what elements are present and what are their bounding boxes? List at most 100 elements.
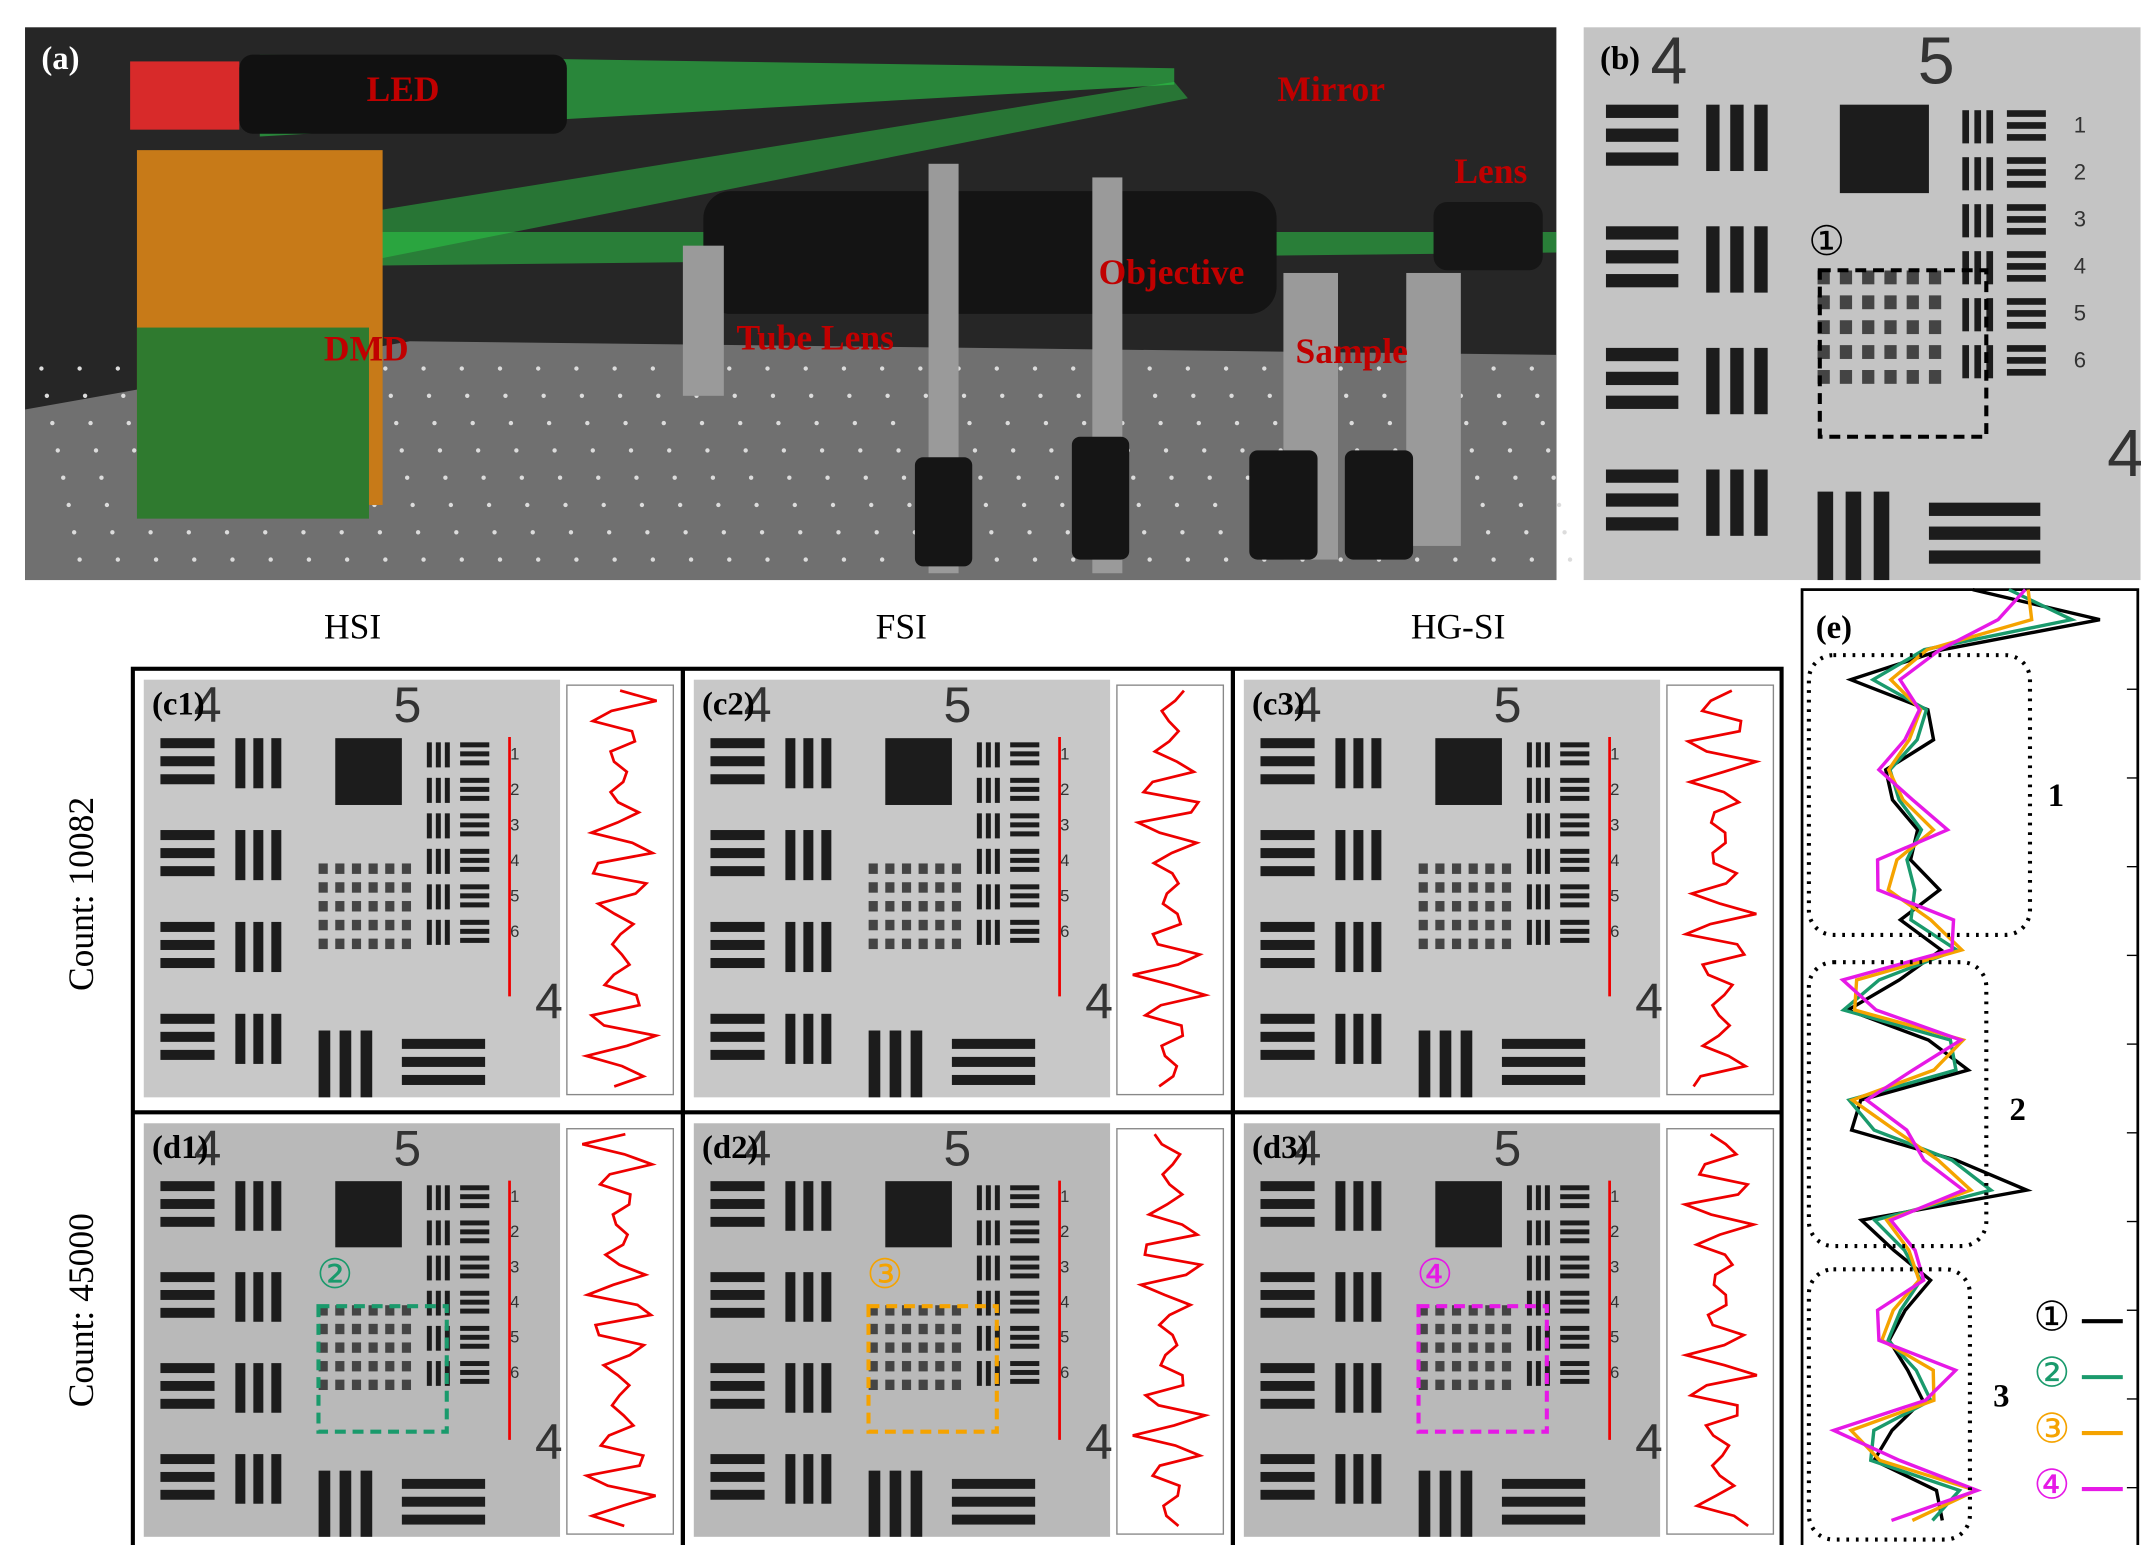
target-fine <box>935 939 944 949</box>
target-fine <box>1452 1324 1461 1334</box>
table-hole <box>531 530 535 534</box>
target-bar <box>160 1217 214 1227</box>
group-label: 4 <box>1085 1414 1113 1470</box>
target-bar <box>427 1256 432 1281</box>
table-hole <box>67 503 71 507</box>
target-bar <box>1986 110 1993 143</box>
target-bar <box>710 1032 764 1042</box>
target-bar <box>1560 1326 1589 1331</box>
target-bar <box>1929 550 2040 563</box>
target-bar <box>952 1057 1035 1067</box>
target-bar <box>402 1497 485 1507</box>
target-fine <box>402 901 411 911</box>
table-hole <box>421 557 425 561</box>
target-bar <box>427 742 432 767</box>
target-bar <box>1440 1471 1452 1537</box>
target-bar <box>1545 884 1550 909</box>
target-fine <box>1435 901 1444 911</box>
target-bar <box>1536 1220 1541 1245</box>
target-fine <box>1419 939 1428 949</box>
target-bar <box>986 920 991 945</box>
target-bar <box>2007 357 2046 364</box>
table-hole <box>678 503 682 507</box>
target-bar <box>710 738 764 748</box>
target-bar <box>821 922 831 972</box>
table-hole <box>804 557 808 561</box>
table-hole <box>1164 448 1168 452</box>
table-hole <box>154 557 158 561</box>
target-bar <box>1010 831 1039 836</box>
element-label: 2 <box>510 1222 519 1241</box>
target-bar <box>460 1370 489 1375</box>
target-bar <box>460 1273 489 1278</box>
target-fine <box>1840 320 1852 334</box>
target-bar <box>436 1256 441 1281</box>
group-label: 4 <box>1635 1414 1663 1470</box>
target-fine <box>869 901 878 911</box>
target-bar <box>1560 1256 1589 1261</box>
target-fine <box>402 920 411 930</box>
table-hole <box>612 557 616 561</box>
table-hole <box>1213 503 1217 507</box>
target-bar <box>1545 920 1550 945</box>
target-bar <box>1536 920 1541 945</box>
table-hole <box>760 530 764 534</box>
target-bar <box>1560 742 1589 747</box>
group-label: 4 <box>1085 974 1113 1030</box>
table-hole <box>727 557 731 561</box>
panel-label: (c3) <box>1252 687 1305 723</box>
target-bar <box>1527 1361 1532 1386</box>
target-bar <box>977 1291 982 1316</box>
target-bar <box>1010 893 1039 898</box>
target-bar <box>977 813 982 838</box>
target-bar <box>460 1194 489 1199</box>
region-label: 1 <box>2048 778 2064 814</box>
target-bar <box>1353 1014 1363 1064</box>
element-label: 3 <box>510 1257 519 1276</box>
element-label: 6 <box>2074 348 2086 373</box>
target-bar <box>710 830 764 840</box>
table-hole <box>345 557 349 561</box>
table-hole <box>1273 421 1277 425</box>
target-bar <box>1545 1220 1550 1245</box>
target-bar <box>1371 1014 1381 1064</box>
target-bar <box>803 738 813 788</box>
target-bar <box>1545 742 1550 767</box>
target-bar <box>1560 1229 1589 1234</box>
target-bar <box>340 1031 352 1098</box>
target-bar <box>160 830 214 840</box>
table-hole <box>793 503 797 507</box>
target-bar <box>160 774 214 784</box>
post-holder <box>1345 450 1413 559</box>
table-hole <box>1502 421 1506 425</box>
target-fine <box>369 901 378 911</box>
target-square <box>885 1181 952 1247</box>
target-bar <box>1986 251 1993 284</box>
element-label: 3 <box>1610 1257 1619 1276</box>
target-bar <box>460 1256 489 1261</box>
target-bar <box>160 848 214 858</box>
target-bar <box>1010 902 1039 907</box>
target-bar <box>160 940 214 950</box>
table-hole <box>563 503 567 507</box>
target-bar <box>1010 787 1039 792</box>
target-fine <box>1419 882 1428 892</box>
target-fine <box>1485 882 1494 892</box>
table-hole <box>1339 557 1343 561</box>
target-bar <box>1502 1075 1585 1085</box>
target-bar <box>1962 204 1969 237</box>
target-bar <box>1260 738 1314 748</box>
target-bar <box>445 920 450 945</box>
target-fine <box>335 920 344 930</box>
target-bar <box>710 1290 764 1300</box>
target-bar <box>1260 1399 1314 1409</box>
target-bar <box>986 1361 991 1386</box>
target-bar <box>803 922 813 972</box>
target-fine <box>319 882 328 892</box>
target-bar <box>1260 1181 1314 1191</box>
target-bar <box>710 1308 764 1318</box>
table-hole <box>722 530 726 534</box>
table-hole <box>918 366 922 370</box>
target-fine <box>902 882 911 892</box>
target-bar <box>710 774 764 784</box>
